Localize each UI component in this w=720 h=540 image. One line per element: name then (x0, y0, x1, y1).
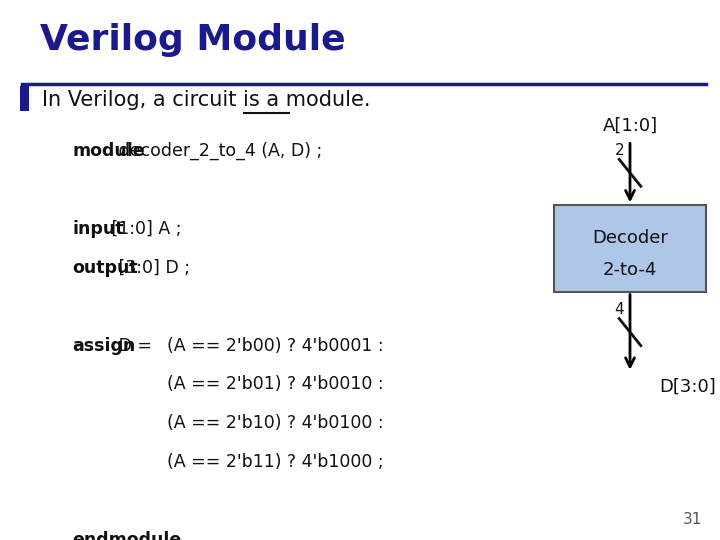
Bar (20, 86, 29, 111)
Text: input: input (72, 220, 124, 238)
Text: 31: 31 (683, 511, 702, 526)
Text: A[1:0]: A[1:0] (603, 117, 657, 135)
Text: D =: D = (113, 336, 152, 355)
Text: In Verilog, a circuit is a module.: In Verilog, a circuit is a module. (42, 90, 370, 110)
Text: D[3:0]: D[3:0] (659, 378, 716, 396)
Text: [3:0] D ;: [3:0] D ; (113, 259, 190, 277)
Text: Verilog Module: Verilog Module (40, 23, 345, 57)
Text: 4: 4 (615, 302, 624, 317)
Text: (A == 2'b01) ? 4'b0010 :: (A == 2'b01) ? 4'b0010 : (167, 375, 384, 394)
Text: (A == 2'b00) ? 4'b0001 :: (A == 2'b00) ? 4'b0001 : (167, 336, 384, 355)
Text: 2-to-4: 2-to-4 (603, 261, 657, 279)
Text: (A == 2'b11) ? 4'b1000 ;: (A == 2'b11) ? 4'b1000 ; (167, 453, 384, 471)
Text: assign: assign (72, 336, 135, 355)
Text: [1:0] A ;: [1:0] A ; (106, 220, 181, 238)
FancyBboxPatch shape (554, 205, 706, 292)
Text: output: output (72, 259, 138, 277)
Text: 2: 2 (615, 143, 624, 158)
Text: module: module (72, 142, 145, 160)
Text: decoder_2_to_4 (A, D) ;: decoder_2_to_4 (A, D) ; (113, 142, 322, 160)
Text: Decoder: Decoder (592, 228, 668, 247)
Text: (A == 2'b10) ? 4'b0100 :: (A == 2'b10) ? 4'b0100 : (167, 414, 384, 433)
Text: endmodule: endmodule (72, 531, 181, 540)
